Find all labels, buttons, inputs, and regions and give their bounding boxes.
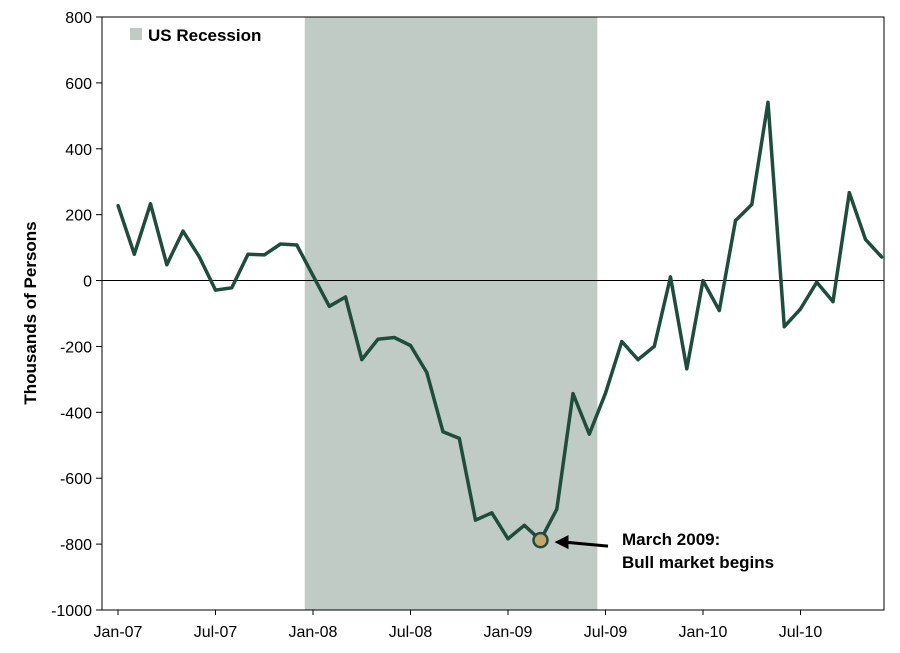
- x-tick-label: Jan-07: [94, 624, 143, 641]
- y-tick-label: 800: [65, 10, 92, 27]
- data-point: [278, 242, 283, 246]
- annotation-line-1: March 2009:: [622, 530, 720, 549]
- data-point: [685, 367, 689, 371]
- data-point: [636, 358, 640, 362]
- recession-band: [304, 17, 598, 610]
- data-point: [717, 308, 721, 313]
- data-point: [230, 286, 234, 290]
- data-point: [408, 343, 413, 348]
- legend-swatch-us-recession: [130, 28, 142, 40]
- data-point: [603, 391, 608, 395]
- data-point: [376, 337, 380, 341]
- data-point: [360, 358, 364, 362]
- series-line: [116, 100, 884, 542]
- data-point: [766, 100, 770, 104]
- y-tick-label: 200: [65, 208, 92, 225]
- data-point: [441, 430, 445, 434]
- data-point: [571, 391, 575, 396]
- data-point: [148, 202, 153, 206]
- data-points: [116, 100, 884, 542]
- data-point: [815, 280, 819, 284]
- y-tick-label: 0: [83, 274, 92, 291]
- data-point: [587, 432, 591, 436]
- annotation: March 2009: Bull market begins: [532, 530, 774, 572]
- data-point: [522, 523, 526, 527]
- data-point: [831, 300, 835, 304]
- data-point: [733, 218, 738, 223]
- annotation-arrowhead: [554, 535, 569, 550]
- data-point: [262, 253, 266, 257]
- data-point: [457, 436, 461, 440]
- plot-frame: [101, 16, 885, 611]
- data-point: [668, 275, 673, 279]
- x-tick-label: Jul-07: [194, 624, 238, 641]
- data-point: [620, 339, 624, 344]
- x-tick-label: Jan-08: [289, 624, 338, 641]
- data-point: [295, 243, 299, 247]
- data-point: [701, 278, 705, 283]
- x-tick-label: Jul-09: [584, 624, 628, 641]
- y-tick-label: -800: [60, 537, 92, 554]
- y-tick-label: 600: [65, 76, 92, 93]
- data-point: [181, 229, 185, 233]
- data-point: [343, 295, 348, 299]
- data-point: [246, 252, 250, 256]
- data-point: [132, 252, 136, 256]
- data-point: [506, 537, 510, 541]
- y-axis-label: Thousands of Persons: [21, 221, 40, 404]
- data-point: [652, 344, 656, 349]
- legend-label-us-recession: US Recession: [148, 26, 261, 45]
- march-2009-marker: [532, 531, 549, 549]
- y-tick-label: -200: [60, 339, 92, 356]
- x-tick-label: Jul-10: [779, 624, 823, 641]
- data-point: [490, 511, 494, 515]
- data-point: [425, 370, 429, 375]
- data-point: [327, 304, 331, 308]
- data-point: [555, 507, 559, 511]
- annotation-line-2: Bull market begins: [622, 553, 774, 572]
- data-point: [782, 325, 786, 329]
- data-point: [847, 190, 851, 195]
- y-tick-label: -600: [60, 471, 92, 488]
- data-point: [750, 202, 754, 207]
- data-point: [880, 255, 884, 259]
- data-point: [311, 274, 315, 278]
- data-point: [165, 263, 169, 267]
- x-axis-ticks: Jan-07 Jul-07 Jan-08 Jul-08 Jan-09 Jul-09 Jan-…: [94, 610, 823, 641]
- data-point: [392, 335, 396, 340]
- data-point: [863, 237, 868, 241]
- data-point: [116, 203, 120, 208]
- annotation-arrow: [564, 540, 609, 548]
- x-tick-label: Jul-08: [389, 624, 433, 641]
- y-tick-label: -400: [60, 405, 92, 422]
- x-tick-label: Jan-09: [484, 624, 533, 641]
- data-point: [473, 518, 478, 522]
- legend: US Recession: [130, 26, 261, 45]
- x-tick-label: Jan-10: [679, 624, 728, 641]
- y-axis-ticks: 800 600 400 200 0 -200 -400 -600 -800 -1000: [51, 10, 102, 620]
- data-point: [197, 255, 201, 259]
- y-tick-label: -1000: [51, 603, 92, 620]
- data-point: [213, 288, 218, 292]
- data-point: [798, 307, 803, 311]
- y-tick-label: 400: [65, 142, 92, 159]
